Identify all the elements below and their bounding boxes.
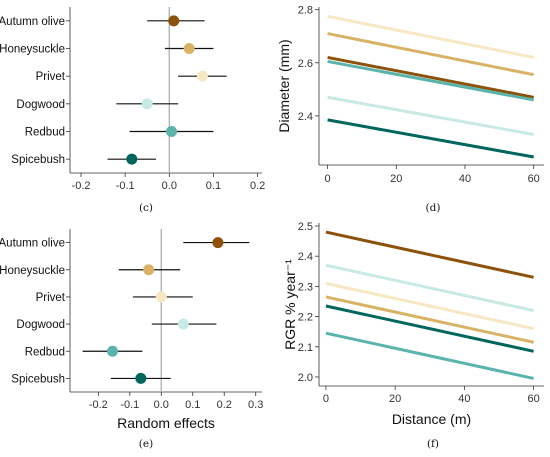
point-privet [196, 70, 208, 82]
x-tick-label: -0.1 [116, 180, 135, 192]
category-label-dogwood: Dogwood [16, 319, 65, 331]
panel-label-d: (d) [426, 202, 441, 214]
x-tick-label: -0.1 [120, 399, 139, 411]
panel-e-random-effects-chart: Autumn olive Honeysuckle Privet Dogwood Redb… [0, 229, 263, 431]
series-line-2 [325, 263, 534, 313]
y-axis-title: RGR % year⁻¹ [282, 259, 298, 350]
y-tick-label: 2.2 [298, 312, 313, 324]
x-tick-label: 60 [527, 393, 539, 405]
series-line-1 [325, 230, 534, 279]
series-line-4 [325, 295, 534, 344]
x-tick-label: 40 [458, 393, 470, 405]
panel-label-c: (c) [139, 202, 153, 214]
panel-c-dot-whisker-chart: Autumn olive Honeysuckle Privet Dogwood Redb… [0, 7, 265, 192]
y-tick-label: 2.5 [298, 221, 313, 233]
x-tick-label: 0 [325, 173, 331, 185]
category-label-redbud: Redbud [25, 127, 65, 139]
category-label-privet: Privet [36, 71, 66, 83]
x-tick-label: 20 [390, 173, 402, 185]
point-honeysuckle [183, 43, 195, 54]
x-tick-label: 20 [389, 393, 401, 405]
category-label-honeysuckle: Honeysuckle [0, 265, 65, 277]
point-dogwood [141, 98, 153, 110]
category-label-spicebush: Spicebush [11, 154, 65, 166]
y-tick-label: 2.3 [298, 281, 313, 293]
x-tick-label: 0.0 [154, 399, 169, 411]
point-spicebush [135, 372, 147, 384]
series-line-3 [325, 281, 534, 331]
point-honeysuckle [143, 264, 155, 276]
category-label-redbud: Redbud [25, 346, 65, 358]
point-autumn-olive [168, 15, 180, 27]
series-line-6 [325, 331, 534, 380]
y-tick-label: 2.0 [298, 372, 313, 384]
x-tick-label: 0 [323, 393, 329, 405]
x-tick-label: 0.0 [162, 180, 177, 192]
y-tick-label: 2.4 [298, 251, 313, 263]
x-tick-label: 0.1 [206, 180, 221, 192]
x-tick-label: 60 [528, 173, 540, 185]
category-label-privet: Privet [36, 292, 66, 304]
x-tick-label: -0.2 [72, 180, 91, 192]
x-tick-label: 0.2 [250, 180, 265, 192]
x-tick-label: 0.2 [217, 399, 232, 411]
category-label-autumn-olive: Autumn olive [0, 238, 65, 250]
y-tick-label: 2.1 [298, 342, 313, 354]
series-line-1 [327, 14, 534, 59]
point-privet [155, 291, 167, 303]
panel-label-f: (f) [427, 438, 439, 450]
y-tick-label: 2.6 [298, 58, 313, 70]
panel-label-e: (e) [139, 438, 153, 450]
x-axis-title: Random effects [117, 415, 215, 431]
category-label-honeysuckle: Honeysuckle [0, 44, 65, 56]
point-redbud [166, 126, 178, 137]
x-tick-label: 40 [459, 173, 471, 185]
panel-f-rgr-line-chart: 2.0 2.1 2.2 2.3 2.4 2.5 0 20 40 60 RGR % year⁻¹ Dis… [282, 221, 544, 427]
point-dogwood [177, 318, 189, 330]
y-tick-label: 2.4 [298, 111, 313, 123]
point-autumn-olive [212, 237, 224, 249]
series-line-5 [325, 304, 534, 353]
category-label-dogwood: Dogwood [16, 99, 65, 111]
point-spicebush [126, 153, 138, 165]
category-label-spicebush: Spicebush [11, 373, 65, 385]
x-tick-label: 0.1 [185, 399, 200, 411]
x-axis-title: Distance (m) [392, 411, 471, 427]
series-line-5 [327, 95, 534, 136]
point-redbud [106, 345, 118, 357]
series-line-4 [327, 59, 534, 102]
panel-d-diameter-line-chart: 2.4 2.6 2.8 0 20 40 60 Diameter (mm) [276, 5, 544, 185]
y-tick-label: 2.8 [298, 5, 313, 17]
series-line-6 [327, 118, 534, 159]
series-line-2 [327, 32, 534, 77]
y-axis-title: Diameter (mm) [276, 39, 292, 132]
x-tick-label: -0.2 [89, 399, 108, 411]
series-line-3 [327, 55, 534, 99]
category-label-autumn-olive: Autumn olive [0, 16, 65, 28]
x-tick-label: 0.3 [248, 399, 263, 411]
